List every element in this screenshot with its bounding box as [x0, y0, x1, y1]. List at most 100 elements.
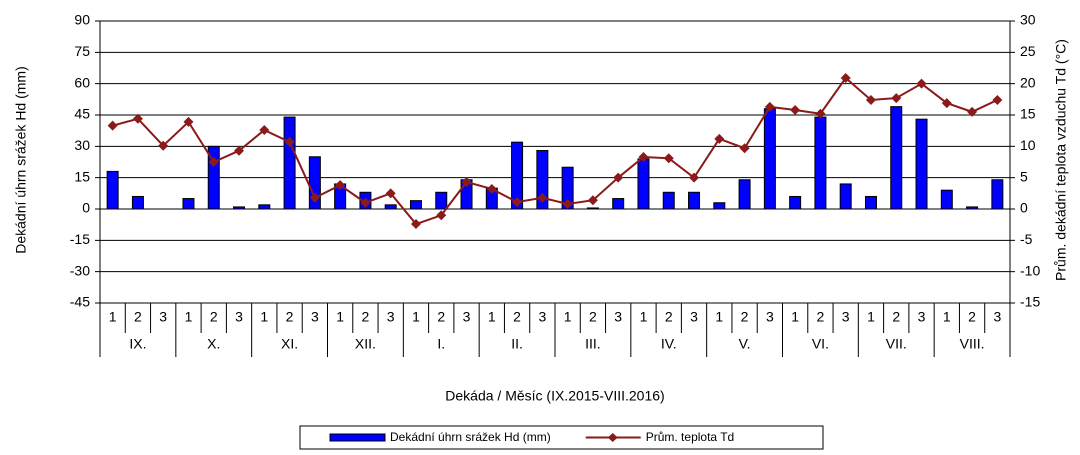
- marker: [941, 98, 952, 109]
- bar: [106, 170, 119, 210]
- marker: [360, 197, 371, 208]
- y2-tick-label: -5: [1020, 231, 1033, 247]
- y-tick-label: -30: [70, 262, 90, 278]
- marker: [259, 125, 270, 136]
- bar: [688, 191, 701, 210]
- marker: [208, 157, 219, 167]
- bar: [991, 179, 1004, 210]
- x-tick-label: 1: [185, 309, 193, 325]
- marker: [891, 93, 902, 104]
- marker: [183, 116, 194, 127]
- legend-marker: [607, 433, 618, 442]
- bar: [864, 195, 877, 210]
- x-tick-label: 2: [437, 309, 445, 325]
- y2-tick-label: 25: [1020, 43, 1036, 59]
- y2-tick-label: -10: [1020, 262, 1040, 278]
- x-tick-label: 2: [817, 309, 825, 325]
- x-tick-label: 3: [690, 309, 698, 325]
- bar: [612, 198, 625, 210]
- x-tick-label: 1: [564, 309, 572, 325]
- y-axis-title: Dekádní úhrn srážek Hd (mm): [13, 66, 29, 254]
- bar: [561, 166, 574, 210]
- group-label: X.: [207, 336, 220, 352]
- y-tick-label: 15: [74, 168, 90, 184]
- bar: [435, 191, 448, 210]
- bar: [131, 195, 144, 210]
- bar: [586, 207, 599, 210]
- bar: [890, 106, 903, 210]
- marker: [107, 120, 118, 131]
- marker: [587, 195, 598, 206]
- bar: [182, 198, 195, 210]
- marker: [815, 108, 826, 119]
- marker: [714, 133, 725, 144]
- y-tick-label: 0: [82, 200, 90, 216]
- x-tick-label: 2: [665, 309, 673, 325]
- x-tick-label: 2: [134, 309, 142, 325]
- marker: [385, 188, 396, 199]
- marker: [790, 104, 801, 115]
- x-tick-label: 2: [210, 309, 218, 325]
- x-tick-label: 3: [311, 309, 319, 325]
- x-tick-label: 1: [260, 309, 268, 325]
- bar: [738, 179, 751, 210]
- legend-box: [299, 425, 824, 450]
- y-tick-label: 30: [74, 137, 90, 153]
- x-tick-label: 1: [488, 309, 496, 325]
- bar: [763, 108, 776, 210]
- bar: [789, 195, 802, 210]
- bar: [915, 118, 928, 210]
- marker: [689, 172, 700, 183]
- line: [112, 76, 998, 226]
- y2-tick-label: 0: [1020, 200, 1028, 216]
- x-tick-label: 1: [867, 309, 875, 325]
- x-tick-label: 3: [463, 309, 471, 325]
- bar: [637, 158, 650, 210]
- x-tick-label: 1: [715, 309, 723, 325]
- marker: [309, 192, 320, 203]
- y-tick-label: -15: [70, 231, 90, 247]
- marker: [132, 113, 143, 124]
- y2-tick-label: 15: [1020, 106, 1036, 122]
- marker: [865, 94, 876, 105]
- marker: [537, 192, 548, 203]
- x-tick-label: 1: [791, 309, 799, 325]
- bar: [511, 141, 524, 210]
- marker: [486, 183, 497, 194]
- group-label: VII.: [886, 336, 907, 352]
- marker: [234, 145, 245, 156]
- x-tick-label: 1: [336, 309, 344, 325]
- y2-tick-label: 10: [1020, 137, 1036, 153]
- marker: [916, 78, 927, 89]
- y-tick-label: 45: [74, 106, 90, 122]
- x-tick-label: 2: [589, 309, 597, 325]
- group-label: IV.: [661, 336, 677, 352]
- x-tick-label: 2: [741, 309, 749, 325]
- group-label: III.: [585, 336, 601, 352]
- bar: [662, 191, 675, 210]
- marker: [663, 153, 674, 164]
- marker: [410, 219, 421, 230]
- y-tick-label: -45: [70, 294, 90, 310]
- marker: [967, 106, 978, 117]
- x-tick-label: 3: [766, 309, 774, 325]
- marker: [284, 136, 295, 147]
- legend-label: Prům. teplota Td: [646, 430, 735, 444]
- marker: [764, 101, 775, 112]
- group-label: I.: [437, 336, 445, 352]
- group-label: IX.: [129, 336, 146, 352]
- x-tick-label: 1: [943, 309, 951, 325]
- bar: [713, 202, 726, 210]
- marker: [613, 172, 624, 183]
- bar: [384, 204, 397, 210]
- x-tick-label: 3: [235, 309, 243, 325]
- x-tick-label: 2: [362, 309, 370, 325]
- group-label: XII.: [355, 336, 376, 352]
- x-tick-label: 2: [968, 309, 976, 325]
- bar: [839, 183, 852, 210]
- x-tick-label: 1: [640, 309, 648, 325]
- bar: [258, 204, 271, 210]
- bar: [940, 189, 953, 210]
- marker: [992, 94, 1003, 105]
- legend-swatch: [329, 433, 386, 442]
